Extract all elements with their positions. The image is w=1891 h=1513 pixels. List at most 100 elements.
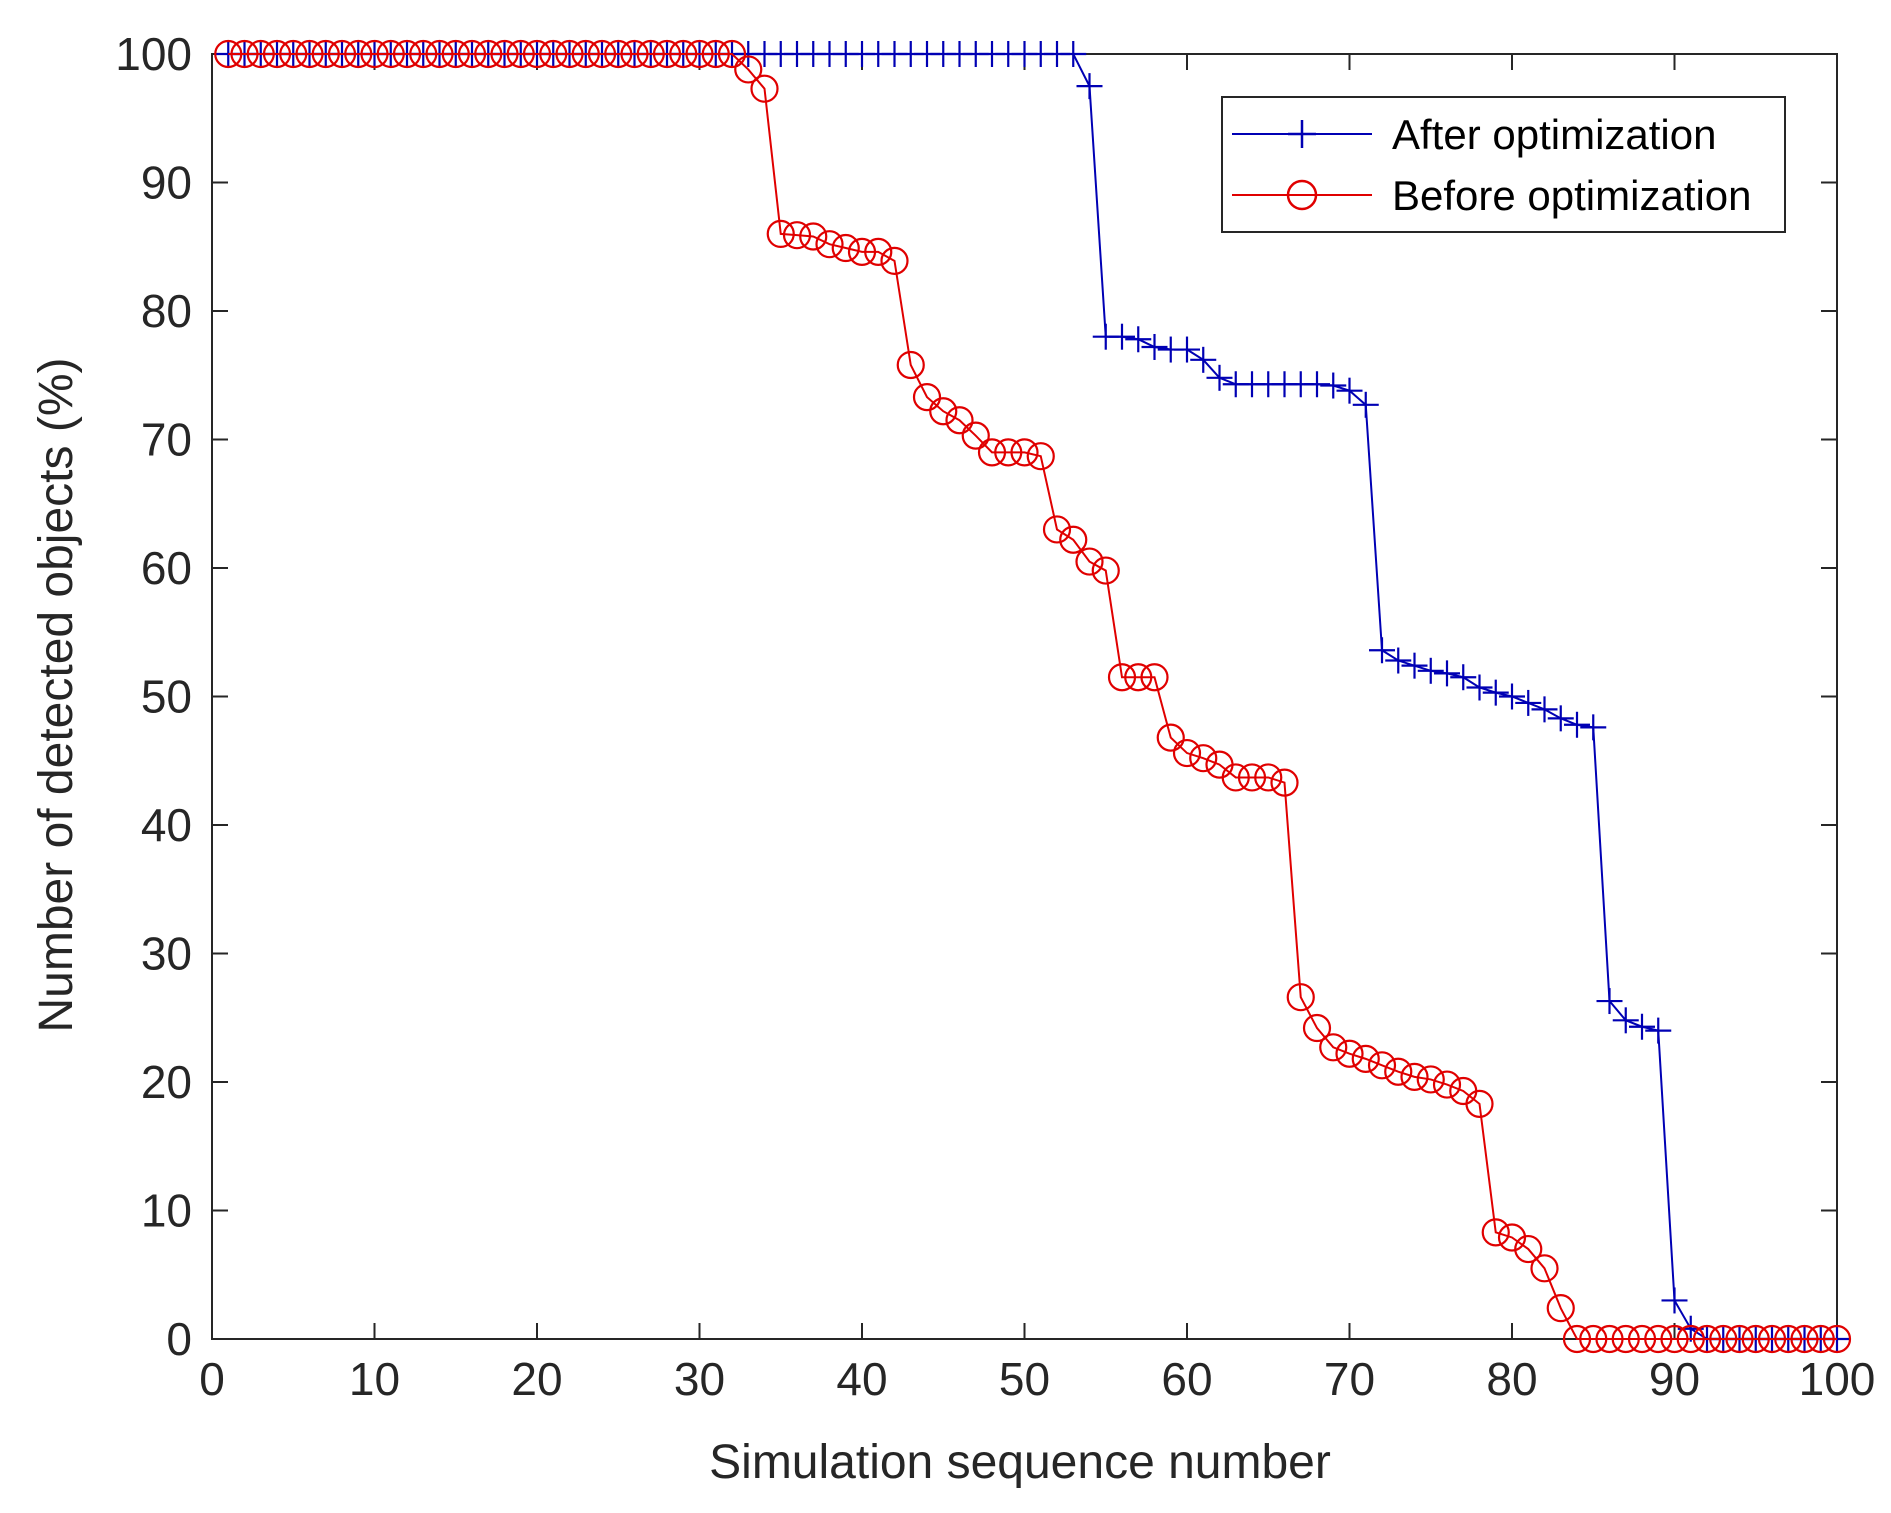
data-point-before [571, 39, 600, 69]
data-point-after [1109, 323, 1135, 350]
y-tick-label: 10 [141, 1185, 192, 1237]
data-point-before [295, 39, 324, 69]
data-point-before [1189, 744, 1218, 773]
data-point-after [1612, 1007, 1639, 1034]
data-point-before [522, 39, 552, 69]
data-point-after [1661, 1287, 1688, 1314]
data-point-before [311, 39, 340, 69]
data-point-before [1546, 1294, 1575, 1323]
data-point-before [669, 39, 698, 69]
data-point-before [766, 219, 795, 248]
data-point-before [506, 39, 535, 69]
data-point-before [636, 39, 665, 69]
y-tick-label: 20 [141, 1056, 192, 1108]
series-group [214, 39, 1852, 1354]
x-axis-title: Simulation sequence number [709, 1436, 1331, 1489]
data-point-before [1432, 1070, 1462, 1099]
data-point-after [1434, 660, 1460, 687]
data-point-before [262, 39, 292, 69]
data-point-before [864, 237, 893, 266]
data-point-after [1174, 336, 1200, 363]
y-tick-label: 30 [141, 928, 192, 980]
y-tick-label: 0 [166, 1313, 192, 1365]
legend-before-marker [1286, 179, 1318, 211]
data-point-after [1385, 647, 1412, 674]
data-point-before [474, 39, 503, 69]
data-point-before [945, 406, 974, 435]
data-point-before [1562, 1324, 1592, 1354]
data-point-before [392, 39, 422, 69]
y-tick-label: 50 [141, 671, 192, 723]
data-point-before [1644, 1324, 1673, 1354]
data-point-before [1286, 983, 1315, 1012]
data-point-after [1352, 391, 1379, 418]
data-point-before [734, 55, 763, 84]
y-tick-label: 80 [141, 285, 192, 337]
data-point-before [441, 39, 470, 69]
data-point-before [685, 39, 714, 69]
data-point-before [1140, 663, 1169, 692]
data-point-before [994, 438, 1023, 467]
y-axis-title: Number of detected objects (%) [30, 358, 83, 1033]
data-point-before [1611, 1324, 1640, 1354]
data-point-before [1026, 442, 1055, 471]
data-point-before [1481, 1218, 1510, 1247]
data-point-before [1806, 1324, 1835, 1354]
data-point-before [1237, 763, 1267, 792]
data-point-before [1254, 763, 1283, 792]
data-point-before [977, 438, 1007, 467]
data-point-before [587, 39, 617, 69]
data-point-before [1156, 723, 1185, 752]
data-point-before [539, 39, 568, 69]
data-point-after [1336, 377, 1363, 404]
x-tick-label: 60 [1161, 1353, 1212, 1405]
data-point-after [1304, 371, 1330, 398]
data-point-before [1221, 763, 1250, 792]
data-point-before [425, 39, 454, 69]
data-point-before [604, 39, 633, 69]
data-point-before [230, 39, 259, 69]
legend: After optimization Before optimization [1221, 96, 1786, 233]
data-point-before [490, 39, 519, 69]
data-point-before [1709, 1324, 1738, 1354]
data-point-before [457, 39, 487, 69]
x-tick-label: 30 [674, 1353, 725, 1405]
data-point-after [1125, 326, 1152, 353]
data-point-before [1091, 556, 1120, 585]
data-point-before [1676, 1324, 1705, 1354]
data-point-before [555, 39, 584, 69]
data-point-after [1547, 705, 1574, 732]
data-point-before [912, 382, 942, 412]
x-tick-label: 10 [349, 1353, 400, 1405]
data-point-after [1401, 652, 1428, 679]
data-point-after [1076, 73, 1103, 100]
data-point-after [1320, 372, 1347, 399]
x-tick-label: 100 [1799, 1353, 1876, 1405]
data-point-before [1725, 1324, 1754, 1354]
data-point-before [1465, 1089, 1494, 1118]
data-point-before [750, 74, 779, 103]
data-point-before [246, 39, 275, 69]
data-point-before [1757, 1324, 1787, 1354]
series-line-before [228, 53, 1837, 1340]
data-point-before [799, 222, 828, 251]
data-point-before [1302, 1013, 1332, 1043]
data-point-before [880, 246, 909, 275]
data-point-after [1190, 346, 1217, 373]
data-point-before [929, 397, 958, 426]
data-point-before [831, 233, 860, 263]
data-point-before [847, 237, 877, 266]
data-point-before [1367, 1051, 1397, 1080]
data-point-after [1450, 664, 1477, 691]
data-point-before [409, 39, 438, 69]
data-point-before [1595, 1324, 1624, 1354]
data-point-before [214, 39, 243, 69]
data-point-before [1660, 1324, 1689, 1354]
data-point-before [1075, 547, 1104, 576]
data-point-before [1351, 1044, 1380, 1073]
data-point-before [652, 39, 682, 69]
data-point-before [1124, 663, 1153, 692]
data-point-before [782, 221, 812, 250]
